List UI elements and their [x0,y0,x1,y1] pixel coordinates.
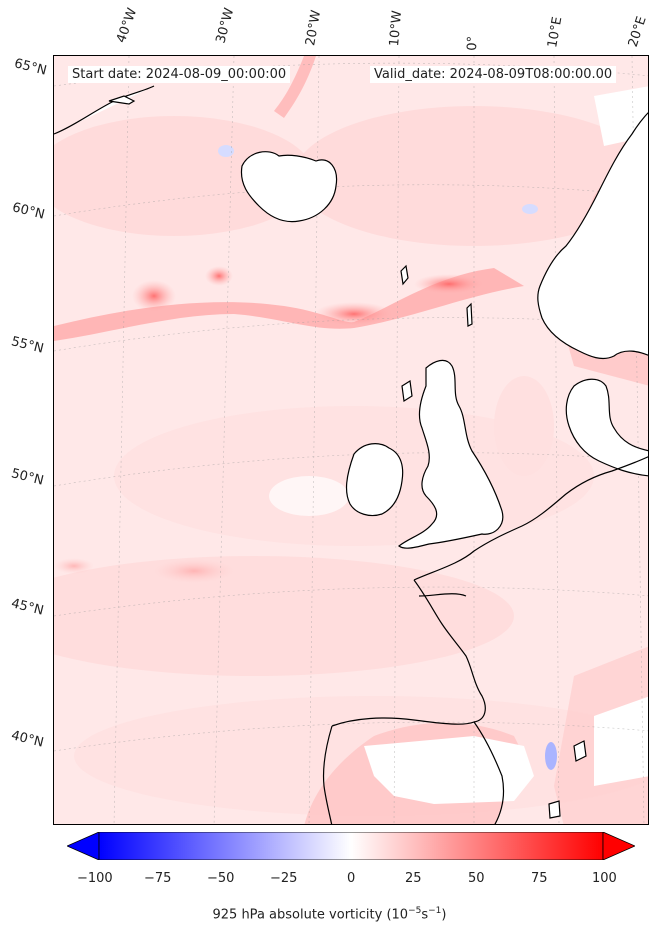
colorbar-tick-label: 75 [531,871,548,886]
colorbar-tick-label: 25 [405,871,422,886]
colorbar-tick-label: −75 [144,871,172,886]
lat-label-60n: 60°N [10,200,47,223]
colorbar-tick-label: 0 [347,871,356,886]
lon-label-10w: 10°W [387,9,406,47]
lon-label-30w: 30°W [213,6,238,45]
lon-label-0: 0° [465,35,481,51]
lat-label-65n: 65°N [12,56,49,79]
lon-label-20e: 20°E [625,14,650,50]
colorbar-title-end: ) [441,907,447,923]
colorbar-tick-label: −50 [207,871,235,886]
colorbar-title-main: 925 hPa absolute vorticity (10 [212,907,409,923]
colorbar-tick-label: −100 [77,871,113,886]
colorbar-title-mid: s [421,907,429,923]
lon-label-10e: 10°E [545,15,566,49]
vorticity-map [53,55,649,825]
valid-date-label: Valid_date: 2024-08-09T08:00:00.00 [370,66,617,83]
lat-label-40n: 40°N [9,728,46,751]
lat-label-55n: 55°N [9,334,46,357]
coastlines [54,85,648,824]
colorbar-gradient [98,832,604,860]
map-canvas [54,56,648,824]
lon-label-20w: 20°W [303,9,325,48]
lat-label-45n: 45°N [9,596,46,619]
colorbar-min-extend [67,832,100,860]
colorbar-tick-label: −25 [270,871,298,886]
vorticity-field [54,56,648,824]
colorbar-tick-label: 100 [592,871,617,886]
colorbar-max-extend [602,832,635,860]
colorbar-title: 925 hPa absolute vorticity (10−5s−1) [0,906,659,922]
colorbar-title-exp1: −5 [408,906,422,916]
colorbar-tick-label: 50 [468,871,485,886]
lon-label-40w: 40°W [113,6,141,45]
colorbar-title-exp2: −1 [428,906,442,916]
lat-label-50n: 50°N [9,466,46,489]
colorbar [67,832,635,860]
graticule [54,56,648,824]
start-date-label: Start date: 2024-08-09_00:00:00 [68,66,291,83]
